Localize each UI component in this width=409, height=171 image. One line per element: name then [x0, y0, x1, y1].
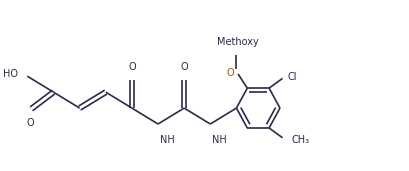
Text: O: O	[128, 62, 136, 72]
Text: CH₃: CH₃	[292, 135, 310, 144]
Text: NH: NH	[212, 135, 227, 145]
Text: Methoxy: Methoxy	[217, 37, 259, 47]
Text: O: O	[26, 118, 34, 128]
Text: O: O	[180, 62, 188, 72]
Text: NH: NH	[160, 135, 175, 145]
Text: O: O	[227, 68, 234, 78]
Text: HO: HO	[3, 69, 18, 80]
Text: Cl: Cl	[288, 72, 297, 82]
